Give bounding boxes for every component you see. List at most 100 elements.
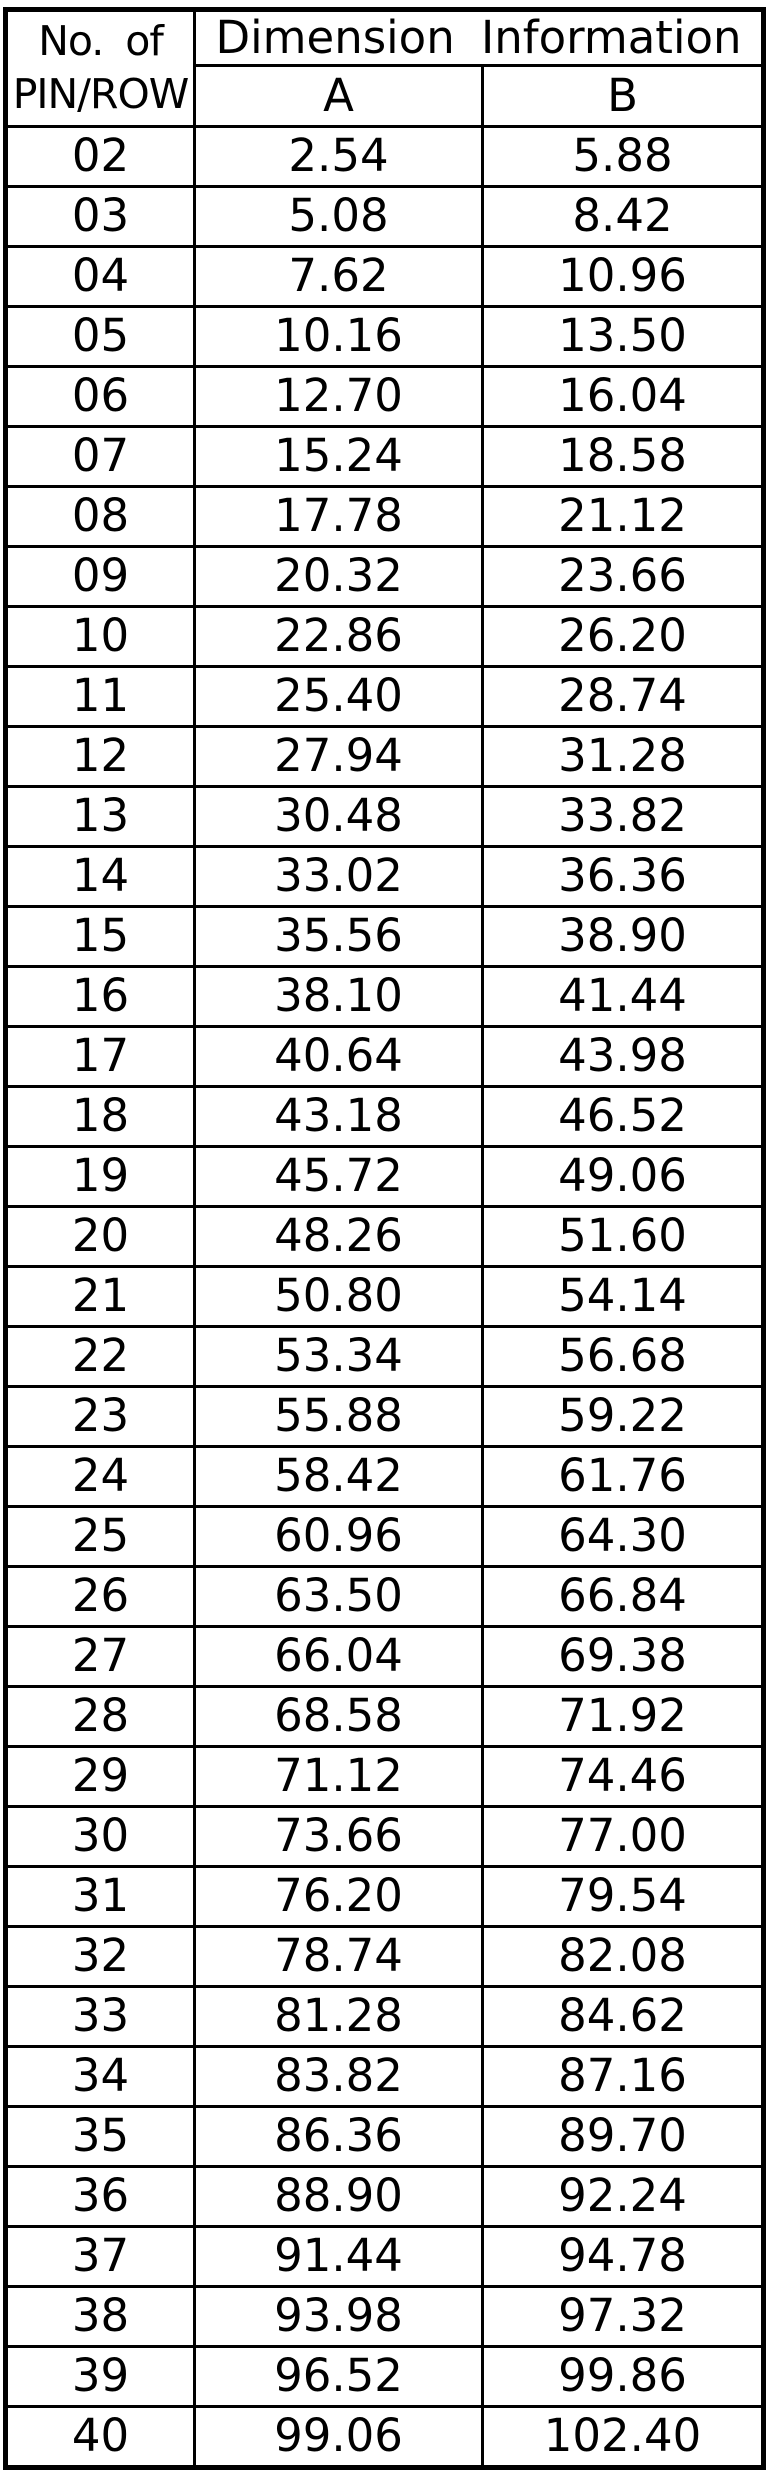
dimension-b-cell: 97.32 [480,2284,766,2348]
pin-count-cell: 25 [4,1504,196,1568]
dimension-a-cell: 66.04 [193,1624,484,1688]
table-row: 03 5.08 8.42 [4,184,766,248]
dimension-a-cell: 83.82 [193,2044,484,2108]
dimension-b-cell: 79.54 [480,1864,766,1928]
pin-count-cell: 30 [4,1804,196,1868]
dimension-b-cell: 77.00 [480,1804,766,1868]
dimension-a-cell: 10.16 [193,304,484,368]
pin-count-cell: 14 [4,844,196,908]
dimension-b-cell: 64.30 [480,1504,766,1568]
dimension-b-cell: 89.70 [480,2104,766,2168]
dimension-a-cell: 35.56 [193,904,484,968]
dimension-a-cell: 68.58 [193,1684,484,1748]
dimension-a-cell: 99.06 [193,2404,484,2469]
dimension-b-cell: 69.38 [480,1624,766,1688]
table-row: 24 58.42 61.76 [4,1444,766,1508]
dimension-a-cell: 86.36 [193,2104,484,2168]
dimension-b-cell: 18.58 [480,424,766,488]
table-row: 07 15.24 18.58 [4,424,766,488]
dimension-b-cell: 94.78 [480,2224,766,2288]
dimension-b-cell: 8.42 [480,184,766,248]
dimension-b-cell: 41.44 [480,964,766,1028]
dimension-b-cell: 49.06 [480,1144,766,1208]
pin-count-cell: 29 [4,1744,196,1808]
table-row: 40 99.06 102.40 [4,2404,766,2469]
header-row-columns: A B [6,63,766,128]
dimension-b-cell: 26.20 [480,604,766,668]
pin-count-cell: 03 [4,184,196,248]
dimension-b-cell: 99.86 [480,2344,766,2408]
pin-count-cell: 37 [4,2224,196,2288]
pin-count-cell: 09 [4,544,196,608]
dimension-a-cell: 93.98 [193,2284,484,2348]
table-row: 19 45.72 49.06 [4,1144,766,1208]
header-pin-line2: PIN/ROW [12,70,190,119]
pin-count-cell: 05 [4,304,196,368]
pin-count-cell: 10 [4,604,196,668]
pin-count-cell: 35 [4,2104,196,2168]
dimension-b-cell: 66.84 [480,1564,766,1628]
table-row: 35 86.36 89.70 [4,2104,766,2168]
dimension-a-cell: 2.54 [193,124,484,188]
table-row: 12 27.94 31.28 [4,724,766,788]
header-pin-row: No. of PIN/ROW [4,8,196,128]
table-row: 21 50.80 54.14 [4,1264,766,1328]
dimension-a-cell: 55.88 [193,1384,484,1448]
pin-count-cell: 32 [4,1924,196,1988]
dimension-a-cell: 22.86 [193,604,484,668]
dimension-a-cell: 25.40 [193,664,484,728]
table-row: 15 35.56 38.90 [4,904,766,968]
pin-count-cell: 07 [4,424,196,488]
table-row: 09 20.32 23.66 [4,544,766,608]
dimension-a-cell: 27.94 [193,724,484,788]
pin-count-cell: 08 [4,484,196,548]
dimension-b-cell: 5.88 [480,124,766,188]
dimension-b-cell: 13.50 [480,304,766,368]
table-row: 10 22.86 26.20 [4,604,766,668]
dimension-b-cell: 74.46 [480,1744,766,1808]
table-row: 11 25.40 28.74 [4,664,766,728]
dimension-a-cell: 30.48 [193,784,484,848]
pin-count-cell: 24 [4,1444,196,1508]
dimension-b-cell: 102.40 [480,2404,766,2469]
dimension-a-cell: 73.66 [193,1804,484,1868]
dimension-b-cell: 31.28 [480,724,766,788]
table-row: 31 76.20 79.54 [4,1864,766,1928]
header-dimension-information: Dimension Information [192,8,766,67]
table-row: 14 33.02 36.36 [4,844,766,908]
dimension-a-cell: 58.42 [193,1444,484,1508]
pin-count-cell: 13 [4,784,196,848]
dimension-a-cell: 43.18 [193,1084,484,1148]
dimension-b-cell: 71.92 [480,1684,766,1748]
pin-count-cell: 12 [4,724,196,788]
dimension-a-cell: 71.12 [193,1744,484,1808]
table-row: 13 30.48 33.82 [4,784,766,848]
pin-count-cell: 06 [4,364,196,428]
pin-count-cell: 33 [4,1984,196,2048]
pin-count-cell: 40 [4,2404,196,2469]
dimension-b-cell: 82.08 [480,1924,766,1988]
dimension-a-cell: 48.26 [193,1204,484,1268]
table-row: 20 48.26 51.60 [4,1204,766,1268]
dimension-b-cell: 33.82 [480,784,766,848]
dimension-b-cell: 23.66 [480,544,766,608]
table-row: 33 81.28 84.62 [4,1984,766,2048]
dimension-b-cell: 46.52 [480,1084,766,1148]
pin-count-cell: 23 [4,1384,196,1448]
table-row: 05 10.16 13.50 [4,304,766,368]
table-row: 27 66.04 69.38 [4,1624,766,1688]
datasheet-page: No. of PIN/ROW Dimension Information A B… [3,7,767,2470]
pin-count-cell: 22 [4,1324,196,1388]
dimension-b-cell: 38.90 [480,904,766,968]
dimension-b-cell: 92.24 [480,2164,766,2228]
dimension-a-cell: 50.80 [193,1264,484,1328]
dimension-b-cell: 28.74 [480,664,766,728]
table-row: 25 60.96 64.30 [4,1504,766,1568]
table-row: 22 53.34 56.68 [4,1324,766,1388]
pin-count-cell: 15 [4,904,196,968]
table-row: 06 12.70 16.04 [4,364,766,428]
table-row: 16 38.10 41.44 [4,964,766,1028]
dimension-a-cell: 17.78 [193,484,484,548]
pin-dimension-table: No. of PIN/ROW Dimension Information A B… [3,7,767,2470]
dimension-b-cell: 21.12 [480,484,766,548]
